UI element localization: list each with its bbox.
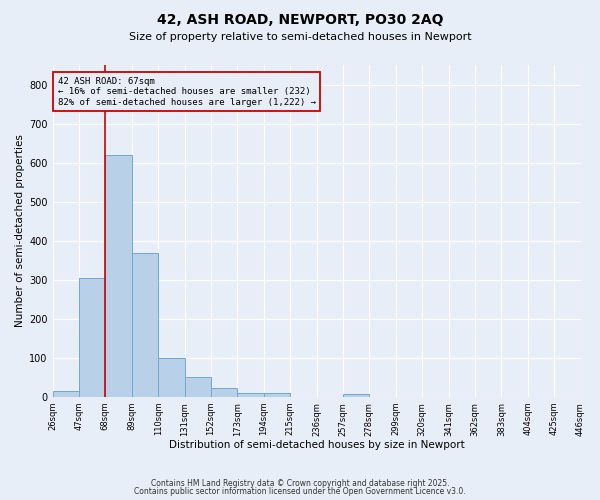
- Bar: [211, 388, 238, 397]
- Text: Contains HM Land Registry data © Crown copyright and database right 2025.: Contains HM Land Registry data © Crown c…: [151, 478, 449, 488]
- Bar: [264, 393, 290, 397]
- Bar: [185, 378, 211, 397]
- Y-axis label: Number of semi-detached properties: Number of semi-detached properties: [15, 134, 25, 328]
- Bar: [238, 393, 264, 397]
- Text: 42, ASH ROAD, NEWPORT, PO30 2AQ: 42, ASH ROAD, NEWPORT, PO30 2AQ: [157, 12, 443, 26]
- Text: Size of property relative to semi-detached houses in Newport: Size of property relative to semi-detach…: [128, 32, 472, 42]
- Bar: [158, 358, 185, 397]
- Text: 42 ASH ROAD: 67sqm
← 16% of semi-detached houses are smaller (232)
82% of semi-d: 42 ASH ROAD: 67sqm ← 16% of semi-detache…: [58, 76, 316, 106]
- Bar: [343, 394, 370, 397]
- Text: Contains public sector information licensed under the Open Government Licence v3: Contains public sector information licen…: [134, 487, 466, 496]
- Bar: [132, 253, 158, 397]
- X-axis label: Distribution of semi-detached houses by size in Newport: Distribution of semi-detached houses by …: [169, 440, 464, 450]
- Bar: [106, 155, 132, 397]
- Bar: [79, 278, 106, 397]
- Bar: [53, 391, 79, 397]
